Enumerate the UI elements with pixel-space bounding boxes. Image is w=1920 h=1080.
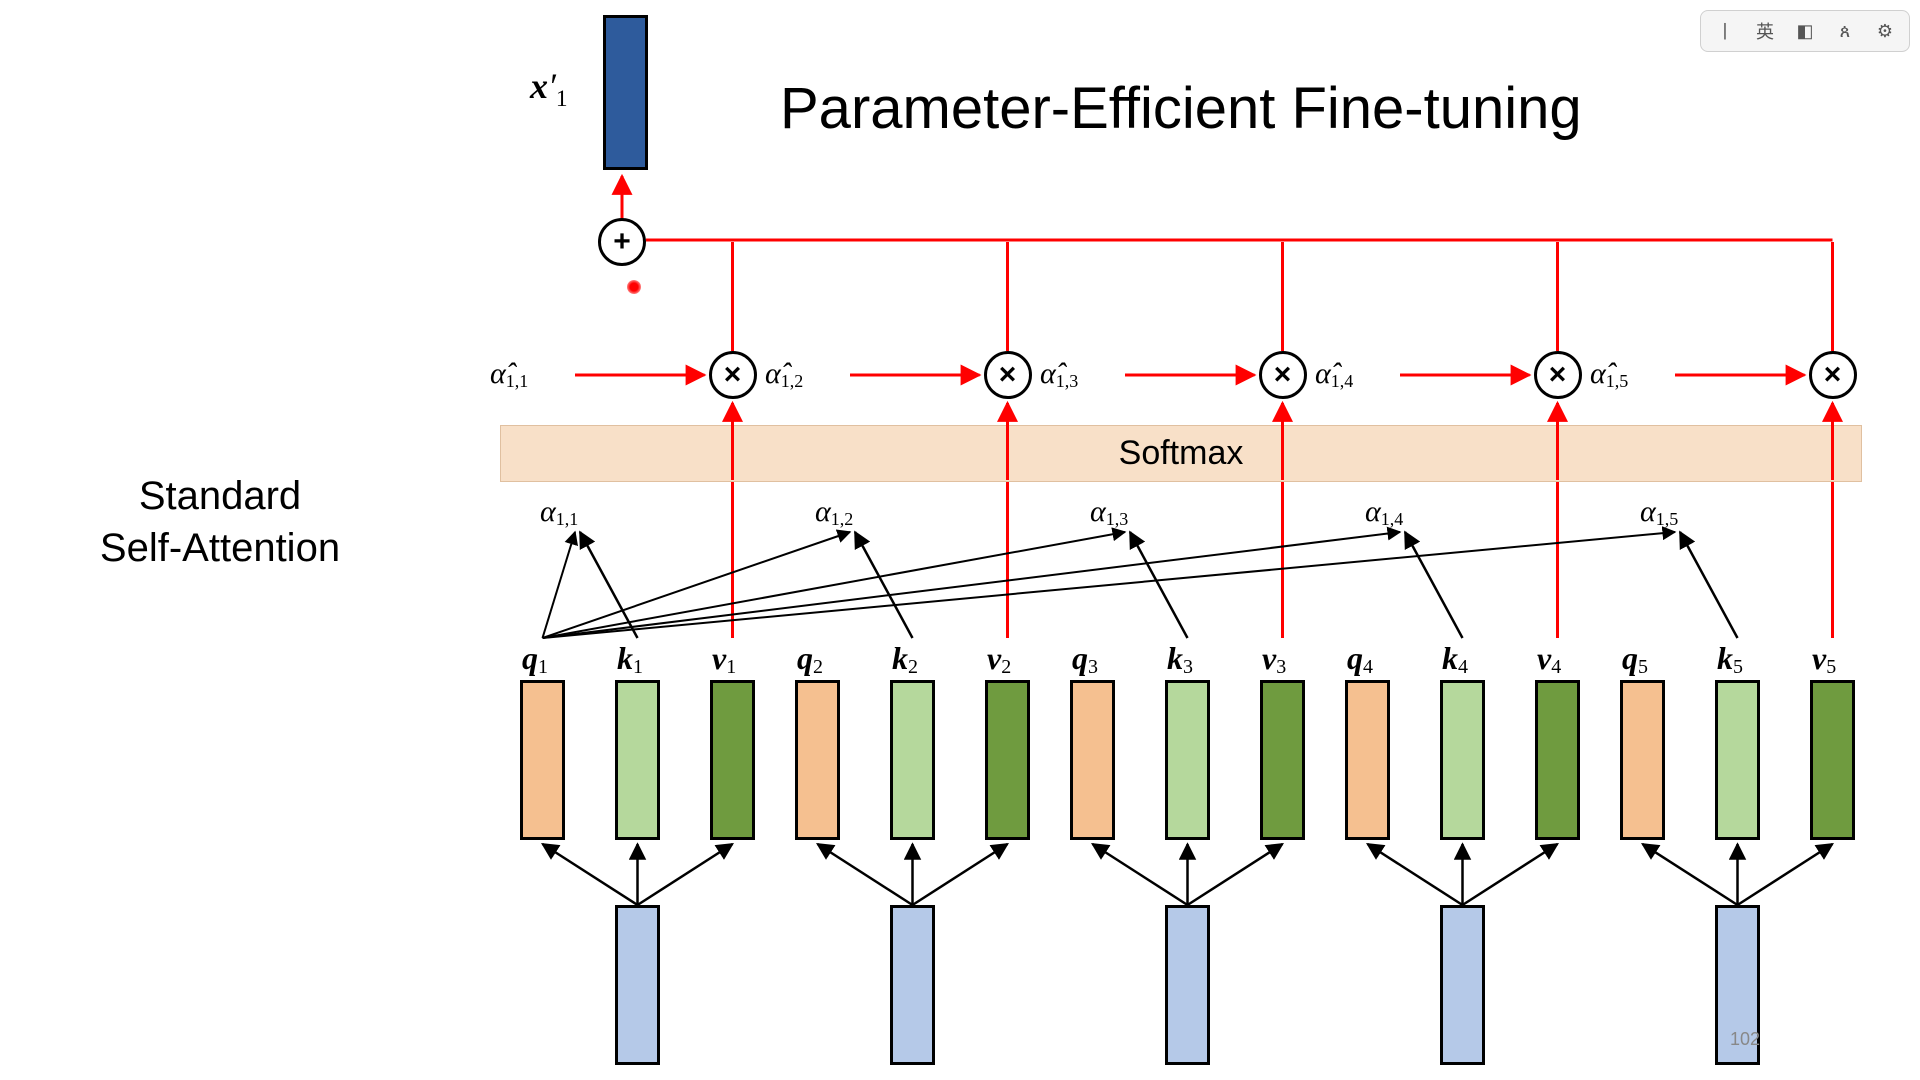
x-label-3: x3	[1167, 1067, 1195, 1080]
k-box-1	[615, 680, 660, 840]
output-vector-label: x′1	[530, 65, 568, 113]
v-line-through-softmax-5	[1831, 425, 1834, 480]
alpha-label-2: α1,2	[815, 495, 853, 530]
toolbar-item-2[interactable]: ◧	[1785, 15, 1825, 47]
alpha-hat-label-5: α̂1,5	[1590, 357, 1628, 392]
x-label-5: x5	[1717, 1067, 1745, 1080]
k-label-4: k4	[1442, 640, 1468, 679]
mult-node-3: ×	[1259, 351, 1307, 399]
side-label-2: Self-Attention	[100, 526, 340, 570]
side-label: Standard Self-Attention	[55, 470, 385, 574]
v-label-4: v4	[1537, 640, 1561, 679]
x-label-1: x1	[617, 1067, 645, 1080]
x-box-1	[615, 905, 660, 1065]
k-box-4	[1440, 680, 1485, 840]
q-label-4: q4	[1347, 640, 1373, 679]
k-label-1: k1	[617, 640, 643, 679]
v-box-1	[710, 680, 755, 840]
x-label-2: x2	[892, 1067, 920, 1080]
alpha-hat-label-4: α̂1,4	[1315, 357, 1353, 392]
q-box-5	[1620, 680, 1665, 840]
v-box-3	[1260, 680, 1305, 840]
mult-node-1: ×	[709, 351, 757, 399]
alpha-hat-label-3: α̂1,3	[1040, 357, 1078, 392]
v-line-through-softmax-3	[1281, 425, 1284, 480]
toolbar-item-0[interactable]: 丨	[1705, 15, 1745, 47]
page-title: Parameter-Efficient Fine-tuning	[780, 75, 1582, 142]
k-box-3	[1165, 680, 1210, 840]
v-box-5	[1810, 680, 1855, 840]
q-box-2	[795, 680, 840, 840]
v-label-3: v3	[1262, 640, 1286, 679]
q-label-5: q5	[1622, 640, 1648, 679]
v-label-5: v5	[1812, 640, 1836, 679]
side-label-1: Standard	[139, 474, 301, 518]
alpha-hat-label-1: α̂1,1	[490, 357, 528, 392]
alpha-hat-label-2: α̂1,2	[765, 357, 803, 392]
k-label-5: k5	[1717, 640, 1743, 679]
alpha-label-1: α1,1	[540, 495, 578, 530]
v-label-1: v1	[712, 640, 736, 679]
q-label-3: q3	[1072, 640, 1098, 679]
x-box-2	[890, 905, 935, 1065]
softmax-label: Softmax	[1119, 434, 1244, 473]
toolbar-item-3[interactable]: ጰ	[1825, 15, 1865, 47]
alpha-label-5: α1,5	[1640, 495, 1678, 530]
mult-node-5: ×	[1809, 351, 1857, 399]
v-label-2: v2	[987, 640, 1011, 679]
v-box-2	[985, 680, 1030, 840]
q-box-1	[520, 680, 565, 840]
toolbar-item-1[interactable]: 英	[1745, 15, 1785, 47]
v-line-through-softmax-4	[1556, 425, 1559, 480]
q-box-3	[1070, 680, 1115, 840]
x-box-3	[1165, 905, 1210, 1065]
v-box-4	[1535, 680, 1580, 840]
sum-node: +	[598, 218, 646, 266]
x-box-4	[1440, 905, 1485, 1065]
mult-node-4: ×	[1534, 351, 1582, 399]
k-label-2: k2	[892, 640, 918, 679]
laser-pointer-icon	[627, 280, 641, 294]
q-box-4	[1345, 680, 1390, 840]
ime-toolbar: 丨 英 ◧ ጰ ⚙	[1700, 10, 1910, 52]
alpha-label-4: α1,4	[1365, 495, 1403, 530]
k-box-2	[890, 680, 935, 840]
q-label-1: q1	[522, 640, 548, 679]
x-label-4: x4	[1442, 1067, 1470, 1080]
q-label-2: q2	[797, 640, 823, 679]
mult-node-2: ×	[984, 351, 1032, 399]
k-box-5	[1715, 680, 1760, 840]
output-vector-box	[603, 15, 648, 170]
gear-icon[interactable]: ⚙	[1865, 15, 1905, 47]
softmax-band: Softmax	[500, 425, 1862, 482]
alpha-label-3: α1,3	[1090, 495, 1128, 530]
k-label-3: k3	[1167, 640, 1193, 679]
page-number: 102	[1730, 1029, 1760, 1050]
v-line-through-softmax-2	[1006, 425, 1009, 480]
v-line-through-softmax-1	[731, 425, 734, 480]
plus-icon: +	[613, 225, 631, 259]
